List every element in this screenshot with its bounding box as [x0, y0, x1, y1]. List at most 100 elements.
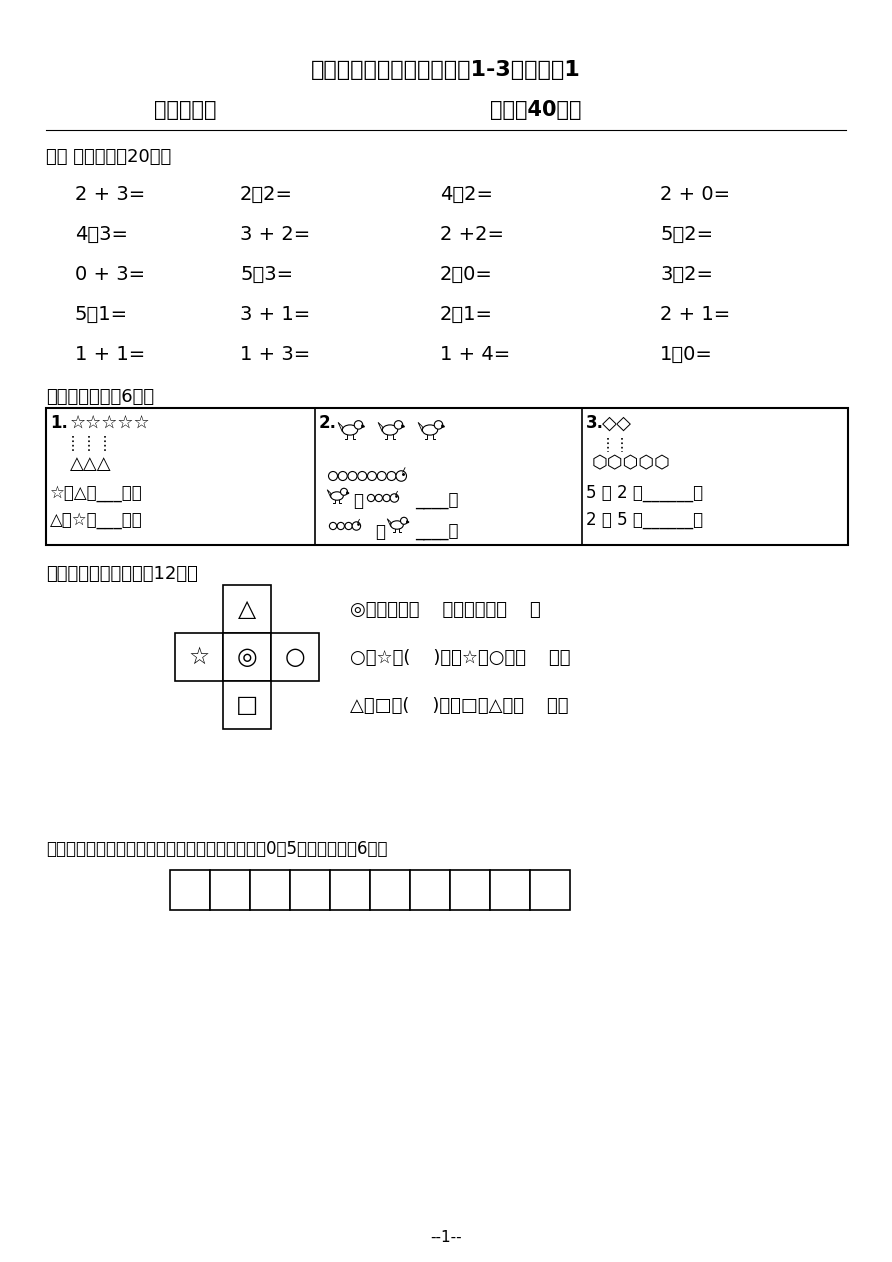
Text: 2 + 1=: 2 + 1= — [660, 305, 731, 324]
Text: 四、我写得最漂亮。请你按顺序在下面格子里写上0－5六个数字。（6分）: 四、我写得最漂亮。请你按顺序在下面格子里写上0－5六个数字。（6分） — [46, 840, 387, 858]
Circle shape — [377, 472, 386, 481]
Bar — [223, 634, 271, 681]
Bar — [530, 870, 570, 910]
Text: 4－3=: 4－3= — [75, 225, 128, 244]
Text: 2 比 5 少______。: 2 比 5 少______。 — [586, 511, 703, 529]
Text: 比: 比 — [353, 492, 363, 510]
Bar — [450, 870, 490, 910]
Ellipse shape — [422, 425, 438, 435]
Bar — [330, 870, 370, 910]
Text: 2 + 0=: 2 + 0= — [660, 186, 731, 204]
Text: 1.: 1. — [50, 414, 68, 432]
Bar — [370, 870, 410, 910]
Text: 比: 比 — [375, 522, 385, 541]
Circle shape — [383, 495, 390, 501]
Circle shape — [354, 420, 363, 429]
Polygon shape — [338, 423, 343, 432]
Polygon shape — [387, 519, 391, 526]
Text: ○: ○ — [285, 645, 305, 669]
Polygon shape — [327, 490, 331, 497]
Circle shape — [376, 495, 383, 501]
Circle shape — [338, 472, 347, 481]
Text: 3.: 3. — [586, 414, 604, 432]
Circle shape — [352, 521, 360, 530]
Text: 二、比一比。（6分）: 二、比一比。（6分） — [46, 387, 154, 406]
Text: 新人教版一年级数学上册第1-3单元试卷1: 新人教版一年级数学上册第1-3单元试卷1 — [311, 61, 581, 80]
Text: 一年级数学: 一年级数学 — [153, 100, 216, 120]
Bar — [175, 634, 223, 681]
Circle shape — [368, 472, 376, 481]
Ellipse shape — [383, 425, 398, 435]
Text: 三、按要求填一填。（12分）: 三、按要求填一填。（12分） — [46, 565, 198, 583]
Circle shape — [401, 517, 408, 524]
Text: 2 +2=: 2 +2= — [440, 225, 504, 244]
Text: ____。: ____。 — [415, 492, 458, 510]
Text: 3 + 1=: 3 + 1= — [240, 305, 310, 324]
Text: ◇◇: ◇◇ — [602, 414, 632, 433]
Text: 3 + 2=: 3 + 2= — [240, 225, 310, 244]
Polygon shape — [442, 425, 444, 428]
Text: ☆: ☆ — [188, 645, 210, 669]
Circle shape — [341, 488, 348, 495]
Text: 一、 我会算。（20分）: 一、 我会算。（20分） — [46, 148, 171, 167]
Circle shape — [368, 495, 375, 501]
Text: △△△: △△△ — [70, 456, 112, 473]
Circle shape — [348, 472, 357, 481]
Circle shape — [396, 471, 407, 481]
Ellipse shape — [391, 521, 403, 529]
Text: 2 + 3=: 2 + 3= — [75, 186, 145, 204]
Text: ____。: ____。 — [415, 522, 458, 541]
Text: 时间：40分钟: 时间：40分钟 — [490, 100, 582, 120]
Text: 1 + 4=: 1 + 4= — [440, 345, 510, 363]
Ellipse shape — [331, 492, 343, 500]
Text: 5－2=: 5－2= — [660, 225, 713, 244]
Polygon shape — [407, 521, 409, 522]
Text: --1--: --1-- — [430, 1230, 462, 1246]
Text: △: △ — [238, 597, 256, 621]
Circle shape — [387, 472, 396, 481]
Text: 2－2=: 2－2= — [240, 186, 293, 204]
Text: 0 + 3=: 0 + 3= — [75, 265, 145, 284]
Text: 3－2=: 3－2= — [660, 265, 713, 284]
Bar — [223, 586, 271, 634]
Circle shape — [328, 472, 337, 481]
Text: ⬡⬡⬡⬡⬡: ⬡⬡⬡⬡⬡ — [592, 454, 671, 472]
Text: 2.: 2. — [319, 414, 337, 432]
Ellipse shape — [343, 425, 358, 435]
Bar — [290, 870, 330, 910]
Polygon shape — [378, 423, 383, 432]
Text: ☆比△多___个。: ☆比△多___个。 — [50, 485, 143, 502]
Text: 5－1=: 5－1= — [75, 305, 128, 324]
Bar — [46, 408, 848, 545]
Text: 1 + 3=: 1 + 3= — [240, 345, 310, 363]
Bar — [490, 870, 530, 910]
Text: ◎的上面是（    ），下面是（    ）: ◎的上面是（ ），下面是（ ） — [350, 601, 541, 618]
Text: 4－2=: 4－2= — [440, 186, 493, 204]
Circle shape — [329, 522, 336, 530]
Text: ◎: ◎ — [236, 645, 257, 669]
Circle shape — [358, 472, 367, 481]
Polygon shape — [418, 423, 422, 432]
Text: □: □ — [235, 693, 258, 717]
Bar — [250, 870, 290, 910]
Bar — [223, 681, 271, 729]
Text: 2－1=: 2－1= — [440, 305, 493, 324]
Polygon shape — [347, 492, 349, 493]
Text: 2－0=: 2－0= — [440, 265, 493, 284]
Polygon shape — [362, 425, 365, 428]
Bar — [271, 634, 319, 681]
Bar — [170, 870, 210, 910]
Polygon shape — [402, 425, 404, 428]
Text: ☆☆☆☆☆: ☆☆☆☆☆ — [70, 414, 151, 432]
Text: △比☆少___个。: △比☆少___个。 — [50, 511, 143, 529]
Text: 1－0=: 1－0= — [660, 345, 713, 363]
Bar — [410, 870, 450, 910]
Text: 5 比 2 多______。: 5 比 2 多______。 — [586, 485, 703, 502]
Text: 5－3=: 5－3= — [240, 265, 293, 284]
Circle shape — [337, 522, 344, 530]
Text: △在□的(    )面，□在△的（    ）面: △在□的( )面，□在△的（ ）面 — [350, 697, 568, 716]
Circle shape — [390, 493, 399, 502]
Circle shape — [345, 522, 352, 530]
Text: ○在☆的(    )面，☆在○的（    ）面: ○在☆的( )面，☆在○的（ ）面 — [350, 649, 571, 668]
Circle shape — [434, 420, 442, 429]
